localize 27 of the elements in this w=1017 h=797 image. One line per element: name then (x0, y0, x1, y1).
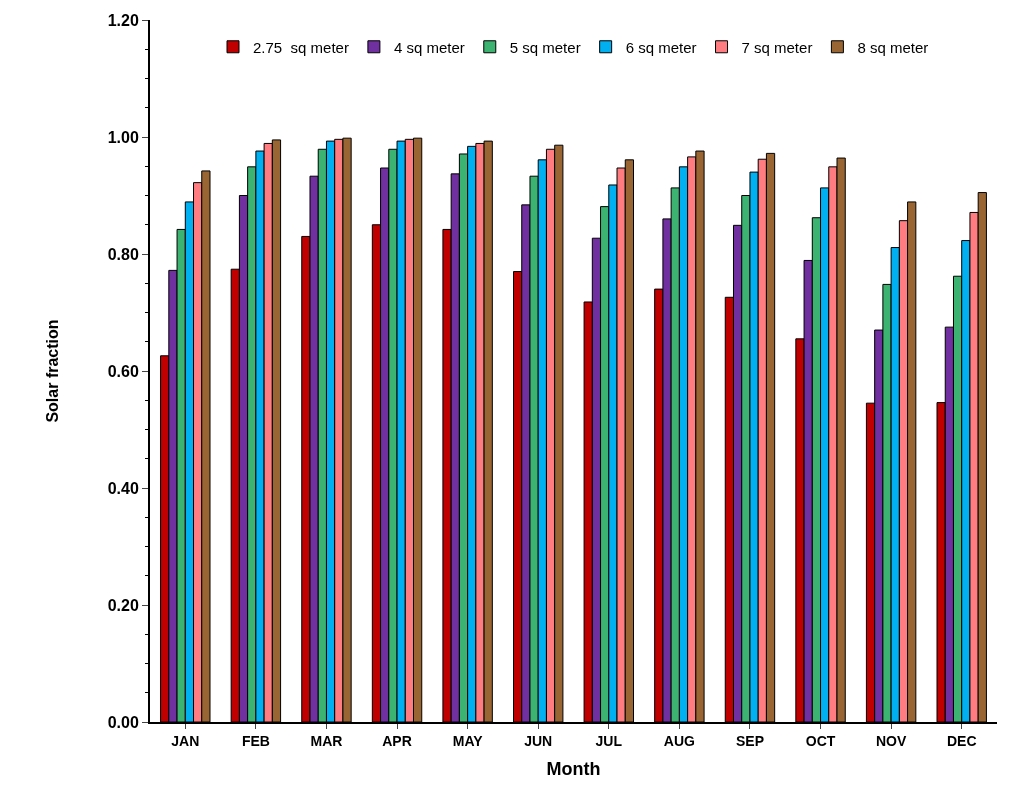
x-tick-label: FEB (241, 732, 270, 749)
y-tick-label: 0.40 (107, 479, 139, 497)
legend-label: 7 sq meter (741, 38, 813, 56)
x-tick-label: SEP (735, 732, 764, 749)
x-tick-label: APR (382, 732, 412, 749)
y-tick-label: 0.20 (107, 596, 139, 614)
legend-label: 6 sq meter (625, 38, 697, 56)
x-tick-label: MAY (452, 732, 484, 749)
x-tick-label: JUL (595, 732, 623, 749)
x-tick-label: NOV (875, 732, 907, 749)
y-axis-title: Solar fraction (44, 319, 62, 423)
legend-label: 8 sq meter (857, 38, 929, 56)
x-tick-label: AUG (663, 732, 696, 749)
legend-label: 5 sq meter (509, 38, 581, 56)
y-tick-label: 0.80 (107, 245, 139, 263)
x-tick-label: DEC (946, 732, 977, 749)
x-axis-title: Month (546, 759, 601, 780)
y-tick-label: 1.00 (107, 128, 139, 146)
y-tick-label: 1.20 (107, 11, 139, 29)
legend-label: 4 sq meter (393, 38, 465, 56)
x-tick-label: OCT (805, 732, 836, 749)
x-tick-label: JUN (524, 732, 553, 749)
x-tick-label: MAR (310, 732, 343, 749)
legend-label: 2.75 sq meter (253, 38, 349, 56)
x-tick-label: JAN (171, 732, 200, 749)
y-tick-label: 0.60 (107, 362, 139, 380)
y-tick-label: 0.00 (107, 713, 139, 731)
